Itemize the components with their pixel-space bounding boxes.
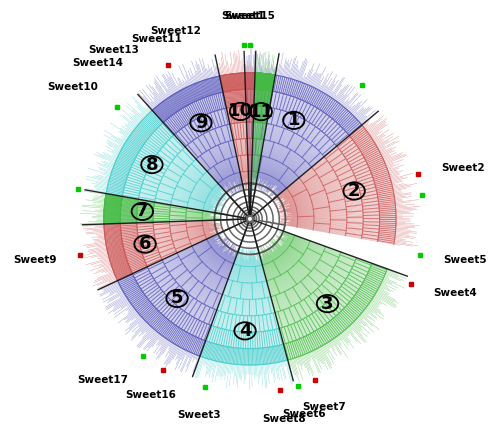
Text: Sweet2: Sweet2 [441, 163, 484, 173]
Text: Sweet4: Sweet4 [433, 288, 477, 298]
Text: Sweet3: Sweet3 [177, 410, 220, 420]
Text: Sweet7: Sweet7 [302, 402, 346, 412]
Text: 11: 11 [248, 103, 274, 121]
Text: 8: 8 [146, 156, 158, 173]
Text: Sweet16: Sweet16 [126, 390, 176, 400]
Text: 5: 5 [171, 290, 183, 307]
Text: 3: 3 [322, 295, 334, 312]
Text: Sweet6: Sweet6 [282, 409, 326, 419]
Text: Sweet8: Sweet8 [262, 413, 306, 424]
Text: Sweet13: Sweet13 [88, 45, 140, 55]
Text: 1: 1 [288, 112, 300, 129]
Text: Sweet9: Sweet9 [13, 255, 57, 265]
Text: Sweet14: Sweet14 [72, 58, 123, 67]
Text: Sweet10: Sweet10 [48, 82, 98, 92]
Text: 6: 6 [139, 235, 151, 253]
Text: Sweet15: Sweet15 [224, 11, 276, 21]
Text: 9: 9 [194, 114, 207, 132]
Text: 7: 7 [136, 202, 148, 220]
Text: Sweet11: Sweet11 [132, 34, 182, 45]
Text: 10: 10 [228, 103, 253, 120]
Text: Sweet17: Sweet17 [78, 375, 128, 385]
Text: Sweet12: Sweet12 [150, 26, 202, 36]
Text: Sweet1: Sweet1 [221, 11, 265, 21]
Text: 4: 4 [239, 322, 252, 340]
Text: Sweet5: Sweet5 [443, 255, 487, 265]
Text: 2: 2 [348, 182, 360, 200]
